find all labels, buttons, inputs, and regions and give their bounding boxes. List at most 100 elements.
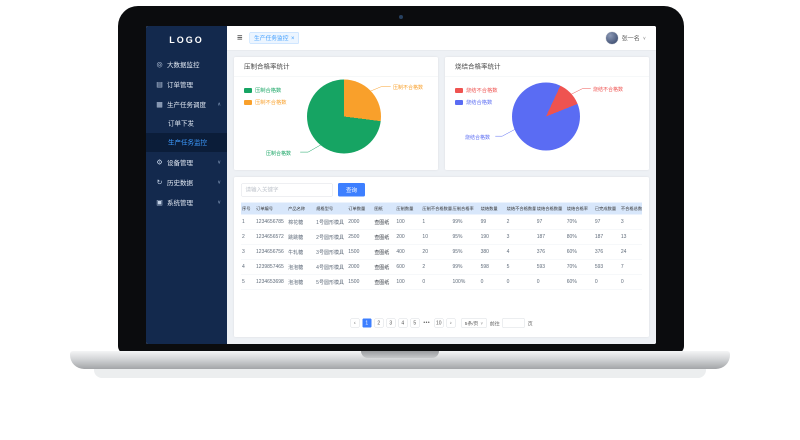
table-cell: 24 (619, 244, 642, 260)
table-cell: 泡泡糖 (287, 274, 316, 290)
sidebar-item-设备管理[interactable]: ⚙ 设备管理 ∨ (146, 152, 227, 172)
table-cell: 200 (395, 229, 422, 245)
order-management-icon: ▤ (156, 79, 163, 88)
sidebar-item-label: 生产任务调度 (167, 100, 207, 109)
table-header-cell: 订单编号 (255, 202, 288, 215)
table-cell: 95% (451, 229, 480, 245)
page-button-4[interactable]: 4 (398, 318, 408, 328)
table-cell: 100 (395, 214, 422, 230)
table-cell: 1234653698 (255, 274, 288, 290)
table-cell: 20 (421, 244, 452, 260)
page-button-10[interactable]: 10 (434, 318, 444, 328)
table-cell: 0 (593, 274, 620, 290)
prev-page-button[interactable]: ‹ (350, 318, 360, 328)
view-drawing-link[interactable]: 查图纸 (373, 259, 396, 275)
legend-swatch (244, 99, 252, 105)
pressing-pie-chart[interactable] (307, 79, 381, 154)
system-management-icon: ▣ (156, 197, 163, 206)
search-row: 查询 (241, 183, 642, 197)
search-button[interactable]: 查询 (338, 183, 365, 197)
pie-slice-label: 烧结合格数 (465, 135, 490, 141)
legend-label: 压制不合格数 (255, 99, 287, 106)
page-button-3[interactable]: 3 (386, 318, 396, 328)
pressing-chart-body: 压制合格数 压制不合格数 压制不合格数 压制合格数 (234, 77, 438, 171)
table-cell: 4 (505, 244, 536, 260)
table-cell: 70% (565, 214, 594, 230)
sidebar-item-系统管理[interactable]: ▣ 系统管理 ∨ (146, 192, 227, 212)
sintering-chart-title: 烧结合格率统计 (445, 57, 649, 77)
pagination: ‹ 1 2 3 4 5 ••• 10 › 5条/页 ∨ 前往 页 (241, 318, 642, 328)
production-task-icon: ▦ (156, 99, 163, 108)
view-drawing-link[interactable]: 查图纸 (373, 274, 396, 290)
sidebar-item-历史数据[interactable]: ↻ 历史数据 ∨ (146, 172, 227, 192)
next-page-button[interactable]: › (446, 318, 456, 328)
sintering-pie-chart[interactable] (512, 82, 580, 151)
charts-row: 压制合格率统计 压制合格数 压制不合格数 压制不合格数 压制合 (234, 57, 649, 170)
page-button-2[interactable]: 2 (374, 318, 384, 328)
pie-slice-label: 烧结不合格数 (593, 87, 623, 93)
table-cell: 0 (505, 274, 536, 290)
table-cell: 190 (479, 229, 506, 245)
table-cell: 1234656572 (255, 229, 288, 245)
webcam-dot (399, 15, 403, 19)
page-unit-label: 页 (527, 321, 533, 327)
table-cell: 60% (565, 244, 594, 260)
table-header-cell: 压制数量 (395, 202, 422, 215)
table-cell: 1500 (347, 244, 374, 260)
sidebar-item-label: 大数据监控 (167, 60, 200, 69)
sidebar-subitem-订单下发[interactable]: 订单下发 (168, 119, 195, 128)
page-ellipsis: ••• (423, 320, 431, 326)
view-drawing-link[interactable]: 查图纸 (373, 214, 396, 230)
sidebar-item-大数据监控[interactable]: ◎ 大数据监控 (146, 54, 227, 74)
table-cell: 593 (535, 259, 566, 275)
table-row: 4 1239857465 泡泡糖 4号圆形模具 2000 查图纸 600 2 99% 598 5 59… (241, 259, 642, 275)
view-drawing-link[interactable]: 查图纸 (373, 244, 396, 260)
table-cell: 593 (593, 259, 620, 275)
table-header-cell: 序号 (241, 202, 256, 215)
sidebar-item-label: 历史数据 (167, 178, 194, 187)
table-header-cell: 不合格总数 (619, 202, 642, 215)
table-header-cell: 压制合格率 (451, 202, 480, 215)
table-header-cell: 已完成数量 (593, 202, 620, 215)
sidebar: LOGO ◎ 大数据监控 ▤ 订单管理 ▦ 生产任务调度 ∧ 订单下发 生产任务监控 ⚙ 设备管理 ∨… (146, 26, 227, 344)
pie-slice-label: 压制合格数 (266, 151, 291, 157)
tab-tag-label: 生产任务监控 (254, 35, 289, 42)
search-input[interactable] (241, 183, 333, 197)
table-cell: 1239857465 (255, 259, 288, 275)
view-drawing-link[interactable]: 查图纸 (373, 229, 396, 245)
page-button-5[interactable]: 5 (410, 318, 420, 328)
user-menu[interactable]: 张一名 ∨ (605, 31, 646, 45)
page-button-1[interactable]: 1 (362, 318, 372, 328)
chevron-down-icon: ∨ (217, 179, 221, 185)
table-cell: 99 (479, 214, 506, 230)
avatar (605, 31, 619, 45)
content-area: 压制合格率统计 压制合格数 压制不合格数 压制不合格数 压制合 (227, 50, 656, 344)
tag-close-icon[interactable]: × (291, 34, 295, 42)
table-header-row: 序号 订单编号 产品名称 规格型号 订单数量 图纸 压制数量 压制不合格数量 压制合格率 烧结数量… (241, 202, 642, 215)
table-cell: 棉花糖 (287, 214, 316, 230)
table-header-cell: 烧结合格率 (565, 202, 594, 215)
goto-page-input[interactable] (502, 318, 525, 328)
legend-item: 压制不合格数 (244, 99, 287, 107)
table-cell: 13 (619, 229, 642, 245)
chevron-down-icon: ∨ (642, 35, 646, 41)
table-cell: 1 (241, 214, 256, 230)
tab-tag[interactable]: 生产任务监控 × (249, 32, 300, 44)
sidebar-subitem-生产任务监控[interactable]: 生产任务监控 (146, 133, 227, 152)
menu-fold-icon[interactable]: ≡ (237, 32, 243, 44)
sidebar-item-订单管理[interactable]: ▤ 订单管理 (146, 74, 227, 94)
table-cell: 376 (593, 244, 620, 260)
table-row: 3 1234656756 牛轧糖 3号圆形模具 1500 查图纸 400 20 95% 380 4 3… (241, 244, 642, 260)
sidebar-item-生产任务调度[interactable]: ▦ 生产任务调度 ∧ (146, 94, 227, 114)
legend-label: 压制合格数 (255, 87, 282, 94)
legend-swatch (455, 87, 463, 93)
table-cell: 3号圆形模具 (315, 244, 348, 260)
table-row: 5 1234653698 泡泡糖 5号圆形模具 1500 查图纸 100 0 100% 0 0 0 60… (241, 274, 642, 290)
table-cell: 1234656756 (255, 244, 288, 260)
table-cell: 5号圆形模具 (315, 274, 348, 290)
page-size-select[interactable]: 5条/页 ∨ (461, 318, 487, 328)
table-cell: 598 (479, 259, 506, 275)
table-cell: 4号圆形模具 (315, 259, 348, 275)
table-cell: 600 (395, 259, 422, 275)
sidebar-item-label: 系统管理 (167, 198, 194, 207)
